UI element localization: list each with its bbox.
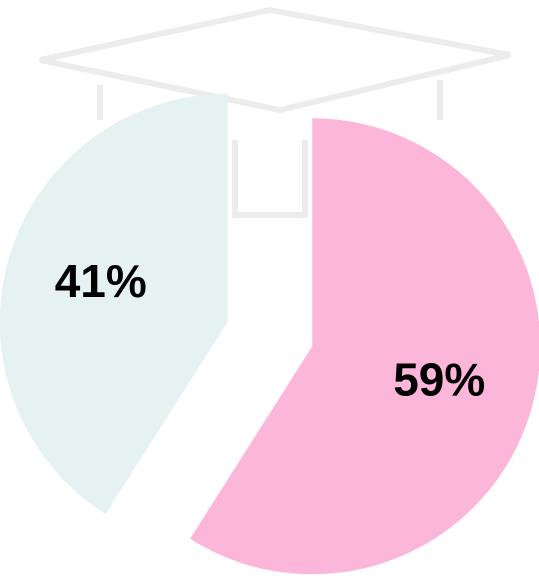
- cap-top: [39, 6, 511, 114]
- slice-label: 41%: [55, 255, 147, 307]
- background-cap: [39, 6, 511, 218]
- cap-body: [97, 80, 443, 218]
- pie: [0, 93, 539, 575]
- pie-slice: [190, 118, 539, 575]
- slice-label: 59%: [393, 353, 485, 405]
- pie-slice: [0, 93, 228, 515]
